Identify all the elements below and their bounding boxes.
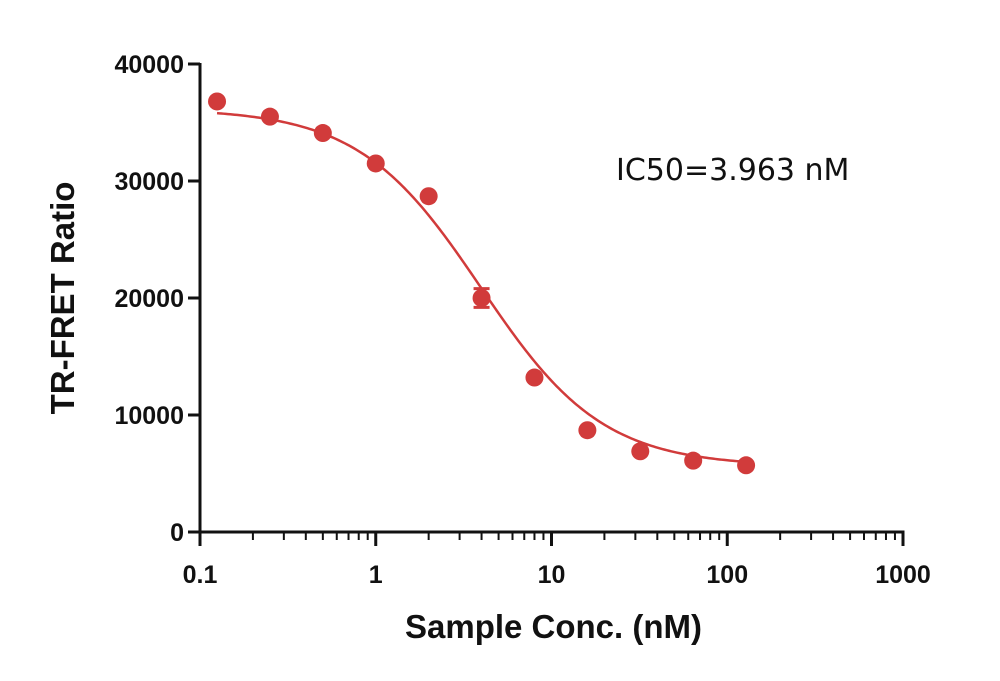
y-tick-label: 0 bbox=[170, 519, 184, 547]
x-tick-label: 1000 bbox=[875, 561, 931, 589]
data-point bbox=[525, 368, 544, 387]
y-axis-title: TR-FRET Ratio bbox=[44, 182, 81, 415]
data-point bbox=[684, 451, 703, 470]
data-points bbox=[208, 92, 756, 475]
data-point bbox=[366, 154, 385, 173]
x-axis-title: Sample Conc. (nM) bbox=[405, 608, 702, 645]
data-point bbox=[631, 442, 650, 461]
data-point bbox=[260, 107, 279, 126]
x-tick-label: 1 bbox=[369, 561, 383, 589]
x-ticks: 0.1 1 10 100 1000 bbox=[183, 532, 931, 589]
data-point bbox=[313, 124, 332, 143]
ic50-annotation: IC50=3.963 nM bbox=[616, 153, 849, 188]
y-ticks: 0 10000 20000 30000 40000 bbox=[114, 51, 200, 547]
y-tick-label: 40000 bbox=[114, 51, 184, 79]
y-tick-label: 20000 bbox=[114, 285, 184, 313]
axes bbox=[198, 63, 905, 534]
x-tick-label: 0.1 bbox=[183, 561, 218, 589]
data-point bbox=[737, 456, 756, 475]
y-tick-label: 30000 bbox=[114, 168, 184, 196]
y-tick-label: 10000 bbox=[114, 402, 184, 430]
x-tick-label: 100 bbox=[706, 561, 748, 589]
data-point bbox=[208, 92, 227, 111]
x-tick-label: 10 bbox=[538, 561, 566, 589]
data-point bbox=[419, 187, 438, 206]
data-point bbox=[472, 289, 491, 307]
data-point bbox=[578, 421, 597, 440]
